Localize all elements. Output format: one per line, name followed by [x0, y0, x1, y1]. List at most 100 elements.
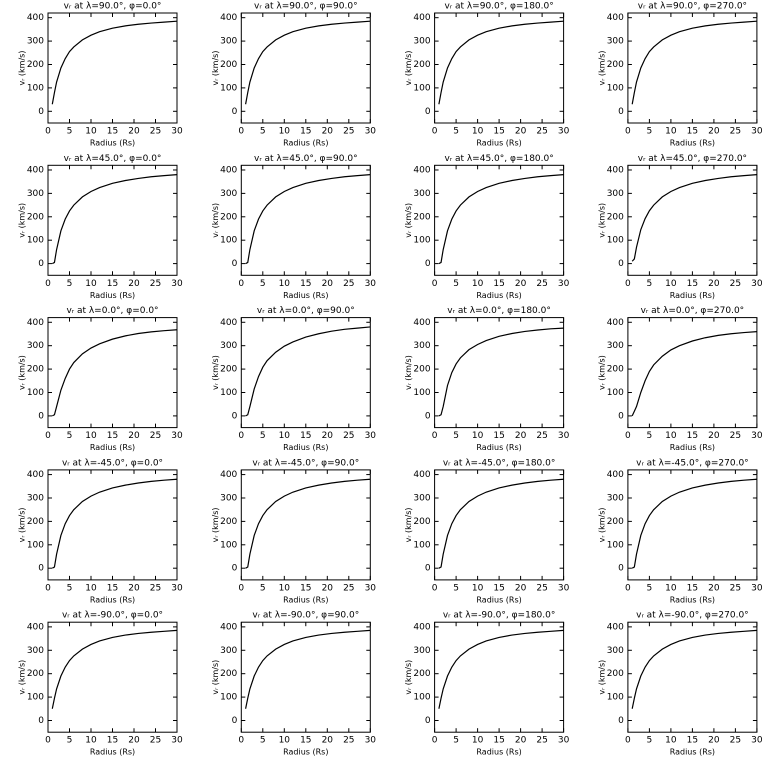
x-tick-label: 10 — [85, 127, 97, 137]
y-axis-label: vᵣ (km/s) — [404, 660, 413, 695]
x-tick-label: 20 — [708, 431, 720, 441]
x-tick-label: 15 — [493, 736, 504, 746]
chart-title: vᵣ at λ=-90.0°, φ=180.0° — [443, 611, 556, 621]
x-tick-label: 20 — [515, 127, 527, 137]
y-tick-label: 300 — [607, 37, 624, 47]
x-tick-label: 15 — [107, 583, 118, 593]
x-tick-label: 25 — [343, 583, 354, 593]
chart-title: vᵣ at λ=90.0°, φ=180.0° — [444, 2, 553, 12]
y-tick-label: 0 — [425, 716, 431, 726]
y-tick-label: 300 — [607, 341, 624, 351]
x-tick-label: 30 — [558, 127, 570, 137]
y-tick-label: 100 — [413, 540, 430, 550]
x-tick-label: 0 — [238, 736, 244, 746]
x-axis-label: Radius (Rs) — [283, 748, 328, 757]
x-tick-label: 30 — [558, 279, 570, 289]
y-tick-label: 200 — [220, 212, 237, 222]
chart-title: vᵣ at λ=90.0°, φ=270.0° — [638, 2, 747, 12]
y-tick-label: 0 — [232, 716, 238, 726]
x-tick-label: 0 — [625, 736, 631, 746]
x-tick-label: 25 — [150, 583, 161, 593]
x-tick-label: 10 — [665, 431, 677, 441]
y-tick-label: 100 — [220, 388, 237, 398]
x-tick-label: 30 — [365, 736, 377, 746]
x-tick-label: 30 — [171, 279, 183, 289]
x-tick-label: 5 — [67, 736, 73, 746]
x-tick-label: 0 — [45, 736, 51, 746]
data-line — [51, 20, 178, 105]
y-tick-label: 0 — [232, 564, 238, 574]
y-axis-label: vᵣ (km/s) — [404, 355, 413, 390]
x-tick-label: 5 — [647, 431, 653, 441]
x-axis-label: Radius (Rs) — [90, 748, 135, 757]
x-tick-label: 25 — [536, 583, 547, 593]
x-tick-label: 0 — [45, 431, 51, 441]
x-tick-label: 15 — [493, 431, 504, 441]
y-axis-label: vᵣ (km/s) — [211, 51, 220, 86]
x-tick-label: 25 — [343, 736, 354, 746]
y-tick-label: 200 — [27, 60, 44, 70]
x-tick-label: 10 — [665, 127, 677, 137]
y-tick-label: 300 — [220, 341, 237, 351]
chart-title: vᵣ at λ=-90.0°, φ=270.0° — [636, 611, 749, 621]
x-tick-label: 0 — [625, 431, 631, 441]
plot-frame — [627, 621, 758, 733]
y-axis-label: vᵣ (km/s) — [597, 660, 606, 695]
chart-title: vᵣ at λ=90.0°, φ=90.0° — [254, 2, 358, 12]
y-tick-label: 400 — [27, 318, 44, 328]
y-tick-label: 200 — [220, 365, 237, 375]
x-tick-label: 10 — [85, 279, 97, 289]
y-axis-label: vᵣ (km/s) — [18, 660, 27, 695]
x-tick-label: 20 — [515, 279, 527, 289]
y-tick-label: 100 — [220, 540, 237, 550]
y-axis-label: vᵣ (km/s) — [404, 507, 413, 542]
plot-frame — [434, 164, 565, 276]
y-tick-label: 0 — [38, 716, 44, 726]
y-tick-label: 200 — [413, 669, 430, 679]
y-axis-label: vᵣ (km/s) — [211, 660, 220, 695]
data-line — [631, 174, 757, 262]
y-tick-label: 400 — [220, 622, 237, 632]
x-tick-label: 30 — [365, 583, 377, 593]
y-tick-label: 100 — [607, 540, 624, 550]
y-tick-label: 100 — [27, 540, 44, 550]
x-tick-label: 15 — [107, 736, 118, 746]
x-tick-label: 30 — [171, 127, 183, 137]
x-tick-label: 5 — [260, 431, 266, 441]
data-line — [631, 20, 757, 105]
x-tick-label: 5 — [67, 431, 73, 441]
x-tick-label: 25 — [343, 127, 354, 137]
y-tick-label: 300 — [413, 189, 430, 199]
x-tick-label: 5 — [67, 583, 73, 593]
x-tick-label: 30 — [365, 431, 377, 441]
x-tick-label: 15 — [687, 279, 698, 289]
x-tick-label: 0 — [432, 127, 438, 137]
x-tick-label: 30 — [171, 736, 183, 746]
data-line — [245, 629, 371, 709]
x-tick-label: 15 — [493, 583, 504, 593]
plot-frame — [434, 12, 565, 124]
x-tick-label: 5 — [647, 127, 653, 137]
y-tick-label: 0 — [232, 107, 238, 117]
y-tick-label: 300 — [220, 37, 237, 47]
x-tick-label: 10 — [472, 736, 484, 746]
chart-title: vᵣ at λ=45.0°, φ=90.0° — [254, 154, 358, 164]
x-tick-label: 25 — [730, 583, 741, 593]
y-tick-label: 400 — [27, 622, 44, 632]
plot-frame — [47, 12, 178, 124]
data-line — [631, 478, 757, 569]
x-tick-label: 15 — [493, 127, 504, 137]
x-tick-label: 10 — [279, 583, 291, 593]
y-tick-label: 100 — [607, 83, 624, 93]
x-tick-label: 15 — [687, 583, 698, 593]
x-tick-label: 30 — [751, 431, 763, 441]
x-tick-label: 30 — [365, 279, 377, 289]
x-tick-label: 25 — [730, 279, 741, 289]
data-line — [245, 20, 371, 105]
x-tick-label: 15 — [107, 279, 118, 289]
y-tick-label: 100 — [27, 236, 44, 246]
plot-frame — [47, 469, 178, 581]
chart-title: vᵣ at λ=45.0°, φ=180.0° — [444, 154, 553, 164]
y-tick-label: 200 — [607, 517, 624, 527]
